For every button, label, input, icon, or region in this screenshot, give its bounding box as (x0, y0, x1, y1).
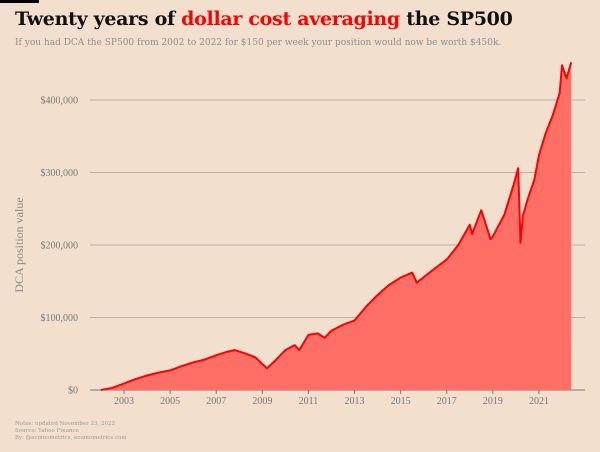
y-tick-label: $300,000 (41, 168, 79, 179)
x-tick-label: 2021 (529, 396, 549, 407)
title-part: the SP500 (399, 8, 513, 30)
y-tick-label: $200,000 (41, 241, 79, 252)
x-tick-label: 2005 (160, 396, 180, 407)
y-tick-label: $400,000 (41, 96, 79, 107)
notes-line: Notes: updated November 23, 2022 (15, 421, 115, 427)
x-tick-label: 2009 (252, 396, 272, 407)
x-tick-label: 2019 (483, 396, 503, 407)
title-part: Twenty years of (15, 8, 182, 30)
chart-subtitle: If you had DCA the SP500 from 2002 to 20… (15, 38, 502, 48)
x-tick-label: 2013 (345, 396, 365, 407)
area-fill (101, 62, 572, 391)
y-tick-label: $0 (68, 386, 78, 397)
top-accent-bar (0, 0, 39, 3)
x-tick-label: 2015 (391, 396, 411, 407)
byline: By: @ecoinometrics, ecoinometrics.com (15, 435, 127, 441)
x-tick-label: 2007 (206, 396, 226, 407)
x-tick-label: 2017 (437, 396, 457, 407)
x-tick-label: 2003 (114, 396, 134, 407)
source-line: Source: Yahoo Finance (15, 428, 79, 434)
title-highlight: dollar cost averaging (181, 8, 400, 30)
y-axis-label: DCA position value (12, 197, 26, 292)
chart-title: Twenty years of dollar cost averaging th… (15, 8, 513, 30)
notes: Notes: updated November 23, 2022 Source:… (15, 421, 127, 442)
series-line (100, 62, 573, 391)
x-tick-label: 2011 (299, 396, 319, 407)
y-tick-label: $100,000 (41, 313, 79, 324)
